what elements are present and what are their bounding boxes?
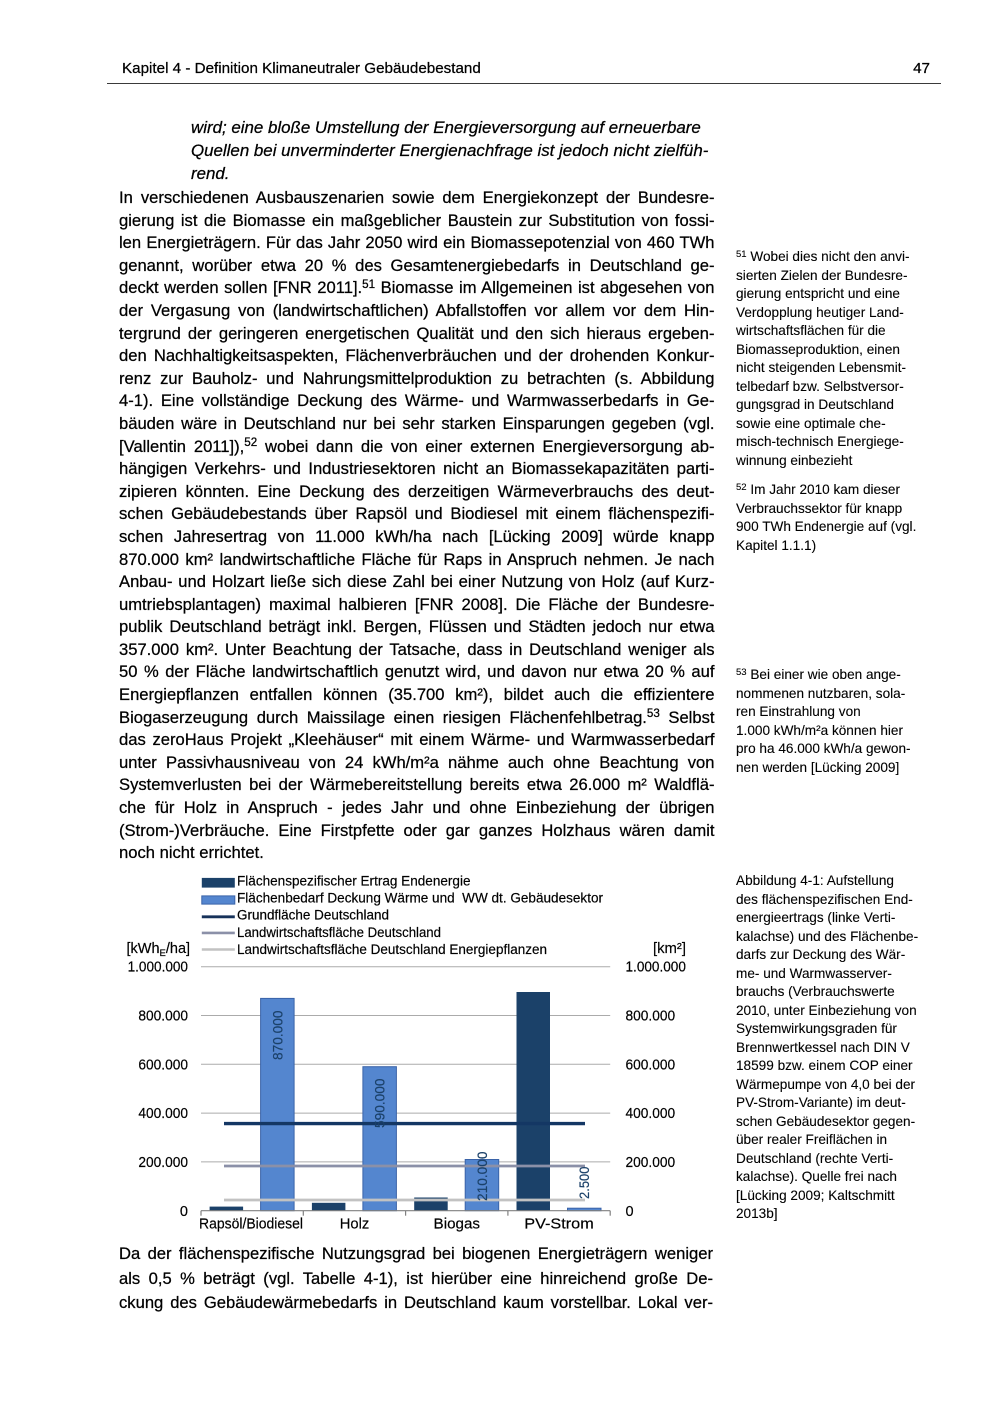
svg-text:210.000: 210.000 [474,1151,490,1201]
svg-text:1.000.000: 1.000.000 [128,960,188,976]
svg-text:1.000.000: 1.000.000 [626,960,686,976]
svg-text:200.000: 200.000 [626,1155,676,1171]
svg-text:[kWhE/ha]: [kWhE/ha] [127,941,191,959]
svg-text:Grundfläche Deutschland: Grundfläche Deutschland [237,908,389,923]
svg-text:[km²]: [km²] [653,941,686,957]
svg-text:590.000: 590.000 [372,1078,388,1128]
svg-text:Flächenbedarf Deckung Wärme un: Flächenbedarf Deckung Wärme und WW dt. G… [237,891,604,906]
svg-text:Landwirtschaftsfläche Deutschl: Landwirtschaftsfläche Deutschland [237,925,441,940]
svg-text:0: 0 [626,1204,634,1220]
svg-text:Biogas: Biogas [434,1215,481,1232]
svg-text:800.000: 800.000 [626,1009,676,1025]
svg-text:600.000: 600.000 [626,1057,676,1073]
svg-text:800.000: 800.000 [138,1009,188,1025]
svg-text:PV-Strom: PV-Strom [524,1215,594,1232]
svg-text:Landwirtschaftsfläche Deutschl: Landwirtschaftsfläche Deutschland Energi… [237,942,547,957]
svg-text:400.000: 400.000 [138,1106,188,1122]
svg-text:200.000: 200.000 [138,1155,188,1171]
svg-text:Rapsöl/Biodiesel: Rapsöl/Biodiesel [199,1215,303,1232]
svg-text:Flächenspezifischer Ertrag End: Flächenspezifischer Ertrag Endenergie [237,874,471,889]
svg-text:870.000: 870.000 [269,1010,285,1060]
svg-text:2.500: 2.500 [576,1166,592,1199]
svg-text:Holz: Holz [340,1215,370,1232]
svg-text:600.000: 600.000 [138,1057,188,1073]
svg-text:0: 0 [180,1204,188,1220]
svg-text:400.000: 400.000 [626,1106,676,1122]
